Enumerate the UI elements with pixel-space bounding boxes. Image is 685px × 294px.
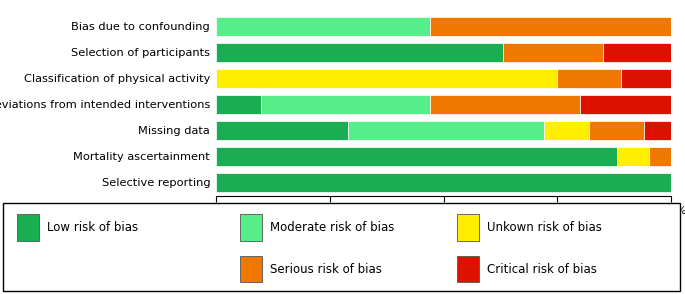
Bar bbox=[216, 69, 558, 88]
Bar bbox=[621, 69, 671, 88]
Bar bbox=[558, 69, 621, 88]
Bar bbox=[644, 121, 671, 140]
Text: Critical risk of bias: Critical risk of bias bbox=[486, 263, 597, 275]
Bar bbox=[216, 173, 671, 192]
Bar bbox=[603, 43, 671, 62]
Text: Serious risk of bias: Serious risk of bias bbox=[270, 263, 382, 275]
Bar bbox=[503, 43, 603, 62]
Text: Unkown risk of bias: Unkown risk of bias bbox=[486, 221, 601, 234]
Bar bbox=[261, 95, 430, 114]
Bar bbox=[544, 121, 589, 140]
Bar bbox=[216, 17, 430, 36]
Bar bbox=[216, 95, 261, 114]
Text: Moderate risk of bias: Moderate risk of bias bbox=[270, 221, 395, 234]
FancyBboxPatch shape bbox=[457, 214, 479, 241]
Bar bbox=[589, 121, 644, 140]
Bar bbox=[430, 95, 580, 114]
FancyBboxPatch shape bbox=[457, 256, 479, 282]
Bar bbox=[216, 121, 348, 140]
FancyBboxPatch shape bbox=[17, 214, 38, 241]
FancyBboxPatch shape bbox=[240, 214, 262, 241]
Text: Low risk of bias: Low risk of bias bbox=[47, 221, 138, 234]
Bar bbox=[580, 95, 671, 114]
FancyBboxPatch shape bbox=[3, 203, 680, 291]
Bar bbox=[348, 121, 544, 140]
Bar bbox=[616, 147, 649, 166]
Bar bbox=[649, 147, 671, 166]
Bar bbox=[216, 43, 503, 62]
FancyBboxPatch shape bbox=[240, 256, 262, 282]
Bar bbox=[430, 17, 671, 36]
Bar bbox=[216, 147, 616, 166]
